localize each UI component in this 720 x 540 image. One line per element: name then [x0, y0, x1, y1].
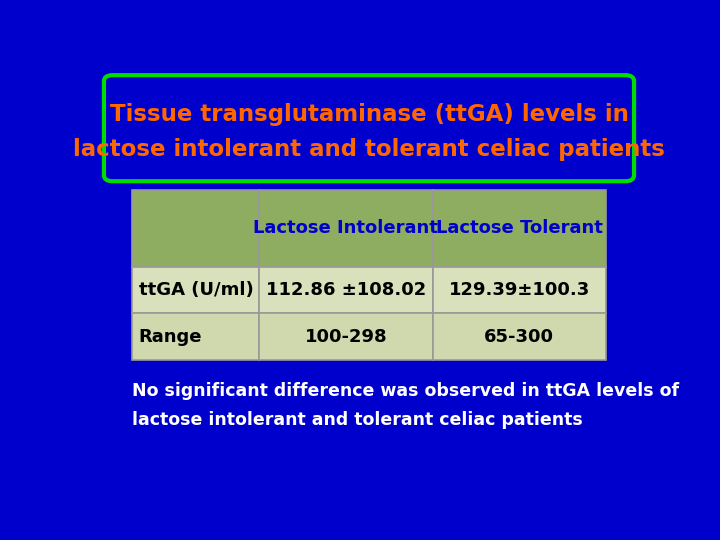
- Bar: [132, 314, 259, 360]
- Text: 129.39±100.3: 129.39±100.3: [449, 281, 590, 299]
- Text: ttGA (U/ml): ttGA (U/ml): [138, 281, 253, 299]
- Bar: [433, 267, 606, 314]
- Bar: [259, 314, 433, 360]
- FancyBboxPatch shape: [104, 75, 634, 181]
- Text: 112.86 ±108.02: 112.86 ±108.02: [266, 281, 426, 299]
- Text: No significant difference was observed in ttGA levels of: No significant difference was observed i…: [132, 382, 679, 400]
- Bar: [132, 267, 259, 314]
- Bar: [132, 190, 259, 267]
- Bar: [433, 190, 606, 267]
- Text: Range: Range: [138, 328, 202, 346]
- Bar: [259, 190, 433, 267]
- Bar: [433, 314, 606, 360]
- Text: 65-300: 65-300: [485, 328, 554, 346]
- Text: Lactose Intolerant: Lactose Intolerant: [253, 219, 438, 237]
- Text: Lactose Tolerant: Lactose Tolerant: [436, 219, 603, 237]
- Text: lactose intolerant and tolerant celiac patients: lactose intolerant and tolerant celiac p…: [73, 138, 665, 161]
- Text: 100-298: 100-298: [305, 328, 387, 346]
- Bar: [259, 267, 433, 314]
- Text: Tissue transglutaminase (ttGA) levels in: Tissue transglutaminase (ttGA) levels in: [109, 103, 629, 126]
- Text: lactose intolerant and tolerant celiac patients: lactose intolerant and tolerant celiac p…: [132, 411, 582, 429]
